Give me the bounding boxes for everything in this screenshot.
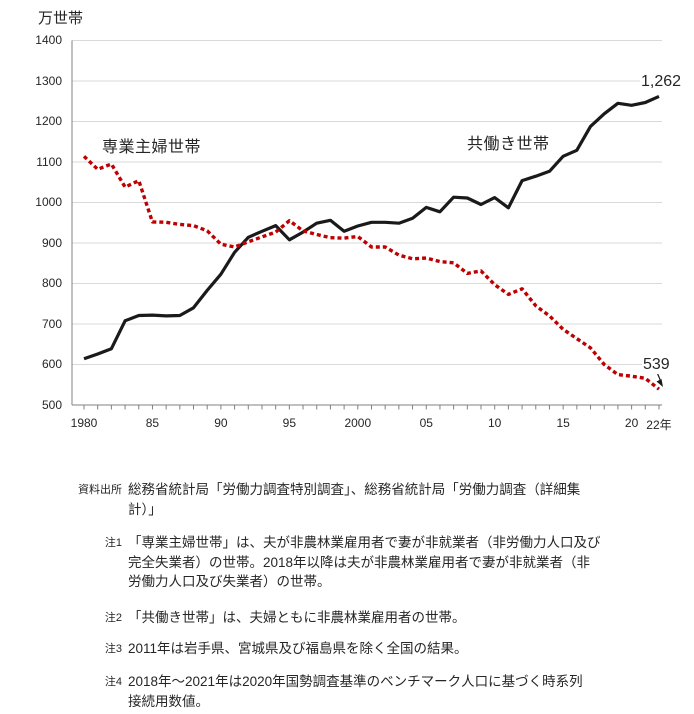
note-row-4: 注4 2018年～2021年は2020年国勢調査基準のベンチマーク人口に基づく時… bbox=[76, 672, 694, 711]
note-text: 総務省統計局「労働力調査特別調査」、総務省統計局「労働力調査（詳細集 計）」 bbox=[128, 482, 581, 517]
note-label: 注2 bbox=[104, 612, 122, 624]
note-row-1: 注1 「専業主婦世帯」は、夫が非農林業雇用者で妻が非就業者（非労働力人口及び 完… bbox=[76, 533, 694, 592]
note-text: 「共働き世帯」は、夫婦ともに非農林業雇用者の世帯。 bbox=[128, 610, 466, 625]
note-label: 注1 bbox=[104, 537, 122, 549]
series-専業主婦世帯 bbox=[82, 155, 661, 391]
source-notes: 資料出所 総務省統計局「労働力調査特別調査」、総務省統計局「労働力調査（詳細集 … bbox=[0, 480, 694, 711]
line-chart-canvas bbox=[71, 40, 663, 410]
data-series bbox=[82, 94, 661, 391]
note-label: 資料出所 bbox=[78, 484, 122, 496]
note-row-3: 注3 2011年は岩手県、宮城県及び福島県を除く全国の結果。 bbox=[76, 639, 694, 660]
note-text: 「専業主婦世帯」は、夫が非農林業雇用者で妻が非就業者（非労働力人口及び 完全失業… bbox=[128, 535, 601, 589]
households-line-chart: 万世帯 500 600 700 800 900 1000 1100 1200 1300 1400 … bbox=[35, 10, 683, 432]
note-text: 2018年～2021年は2020年国勢調査基準のベンチマーク人口に基づく時系列 … bbox=[128, 674, 583, 709]
note-text: 2011年は岩手県、宮城県及び福島県を除く全国の結果。 bbox=[128, 641, 468, 656]
annotation-arrow bbox=[655, 369, 663, 387]
note-row-2: 注2 「共働き世帯」は、夫婦ともに非農林業雇用者の世帯。 bbox=[76, 608, 694, 629]
note-label: 注3 bbox=[104, 643, 122, 655]
note-row-source: 資料出所 総務省統計局「労働力調査特別調査」、総務省統計局「労働力調査（詳細集 … bbox=[76, 480, 694, 519]
series-共働き世帯 bbox=[83, 94, 660, 361]
note-label: 注4 bbox=[104, 676, 122, 688]
gridlines bbox=[72, 40, 662, 365]
axes bbox=[71, 40, 662, 410]
